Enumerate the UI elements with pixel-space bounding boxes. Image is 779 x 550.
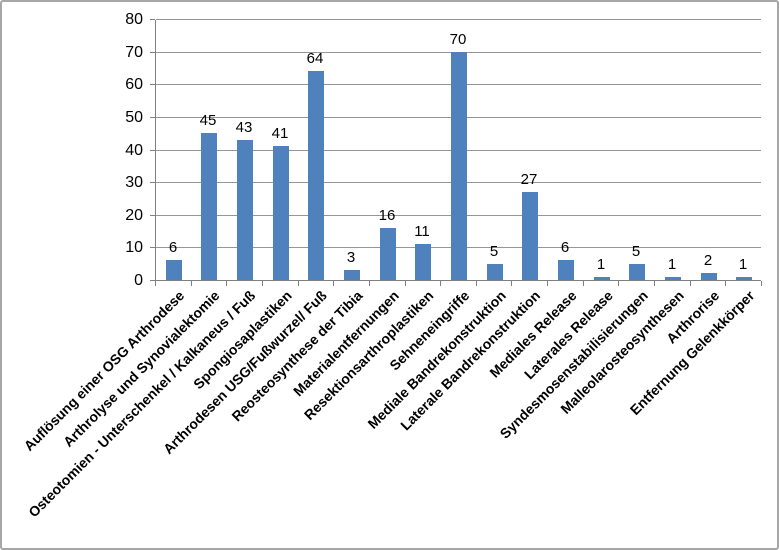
bar xyxy=(558,260,574,280)
y-axis-tick-label: 0 xyxy=(134,272,143,289)
bar xyxy=(380,228,396,280)
bar-value-label: 27 xyxy=(520,171,538,188)
x-axis-tick-mark xyxy=(725,281,726,286)
bar xyxy=(344,270,360,280)
bar-value-label: 45 xyxy=(199,112,217,129)
y-axis-tick-mark xyxy=(150,116,155,118)
y-axis-tick-mark xyxy=(150,84,155,86)
bar xyxy=(201,133,217,280)
x-axis-tick-mark xyxy=(226,281,227,286)
bar xyxy=(701,273,717,280)
bar xyxy=(629,264,645,280)
x-axis-tick-mark xyxy=(511,281,512,286)
x-axis-tick-mark xyxy=(191,281,192,286)
bar-value-label: 64 xyxy=(306,50,324,67)
bar-value-label: 6 xyxy=(560,239,570,256)
bar xyxy=(451,52,467,280)
y-axis-tick-label: 60 xyxy=(125,76,143,94)
gridline-80 xyxy=(156,19,761,20)
bar-value-label: 3 xyxy=(346,249,356,266)
bar xyxy=(736,277,752,280)
y-axis-tick-label: 10 xyxy=(125,239,143,257)
plot-area xyxy=(155,19,761,281)
y-axis-tick-mark xyxy=(150,51,155,53)
bar xyxy=(487,264,503,280)
x-axis-tick-mark xyxy=(298,281,299,286)
bar-value-label: 1 xyxy=(667,256,677,273)
x-axis-tick-mark xyxy=(618,281,619,286)
x-axis-tick-mark xyxy=(654,281,655,286)
x-axis-tick-mark xyxy=(440,281,441,286)
x-axis-tick-mark xyxy=(262,281,263,286)
x-axis-tick-mark xyxy=(547,281,548,286)
bar xyxy=(166,260,182,280)
bar-value-label: 5 xyxy=(489,243,499,260)
bar-value-label: 6 xyxy=(168,239,178,256)
bar xyxy=(308,71,324,280)
bar-value-label: 11 xyxy=(414,223,430,240)
x-axis-tick-mark xyxy=(155,281,156,286)
y-axis-tick-label: 80 xyxy=(125,11,143,28)
y-axis-tick-mark xyxy=(150,280,155,281)
y-axis-tick-label: 40 xyxy=(125,141,143,159)
bar-value-label: 16 xyxy=(378,207,396,224)
bar-value-label: 1 xyxy=(738,256,748,273)
x-axis-tick-mark xyxy=(583,281,584,286)
y-axis-tick-mark xyxy=(150,214,155,216)
y-axis-tick-mark xyxy=(150,19,155,20)
x-axis-tick-mark xyxy=(369,281,370,286)
y-axis-tick-mark xyxy=(150,149,155,151)
bar xyxy=(522,192,538,280)
bar-value-label: 1 xyxy=(596,256,606,273)
bar xyxy=(237,140,253,280)
x-axis-tick-mark xyxy=(761,281,762,286)
y-axis-tick-mark xyxy=(150,182,155,184)
bar xyxy=(594,277,610,280)
y-axis-tick-label: 30 xyxy=(125,174,143,192)
y-axis-tick-label: 70 xyxy=(125,43,143,61)
x-axis-tick-mark xyxy=(476,281,477,286)
bar-value-label: 5 xyxy=(631,243,641,260)
bar-value-label: 70 xyxy=(449,31,467,48)
x-axis-tick-mark xyxy=(405,281,406,286)
bar-value-label: 2 xyxy=(703,252,713,269)
y-axis-tick-mark xyxy=(150,247,155,249)
bar xyxy=(273,146,289,280)
bar-value-label: 43 xyxy=(235,119,253,136)
bar-value-label: 41 xyxy=(271,125,289,142)
x-axis-tick-mark xyxy=(333,281,334,286)
bar xyxy=(415,244,431,280)
x-axis-tick-mark xyxy=(690,281,691,286)
bar xyxy=(665,277,681,280)
y-axis-tick-label: 20 xyxy=(125,206,143,224)
y-axis-tick-label: 50 xyxy=(125,108,143,126)
